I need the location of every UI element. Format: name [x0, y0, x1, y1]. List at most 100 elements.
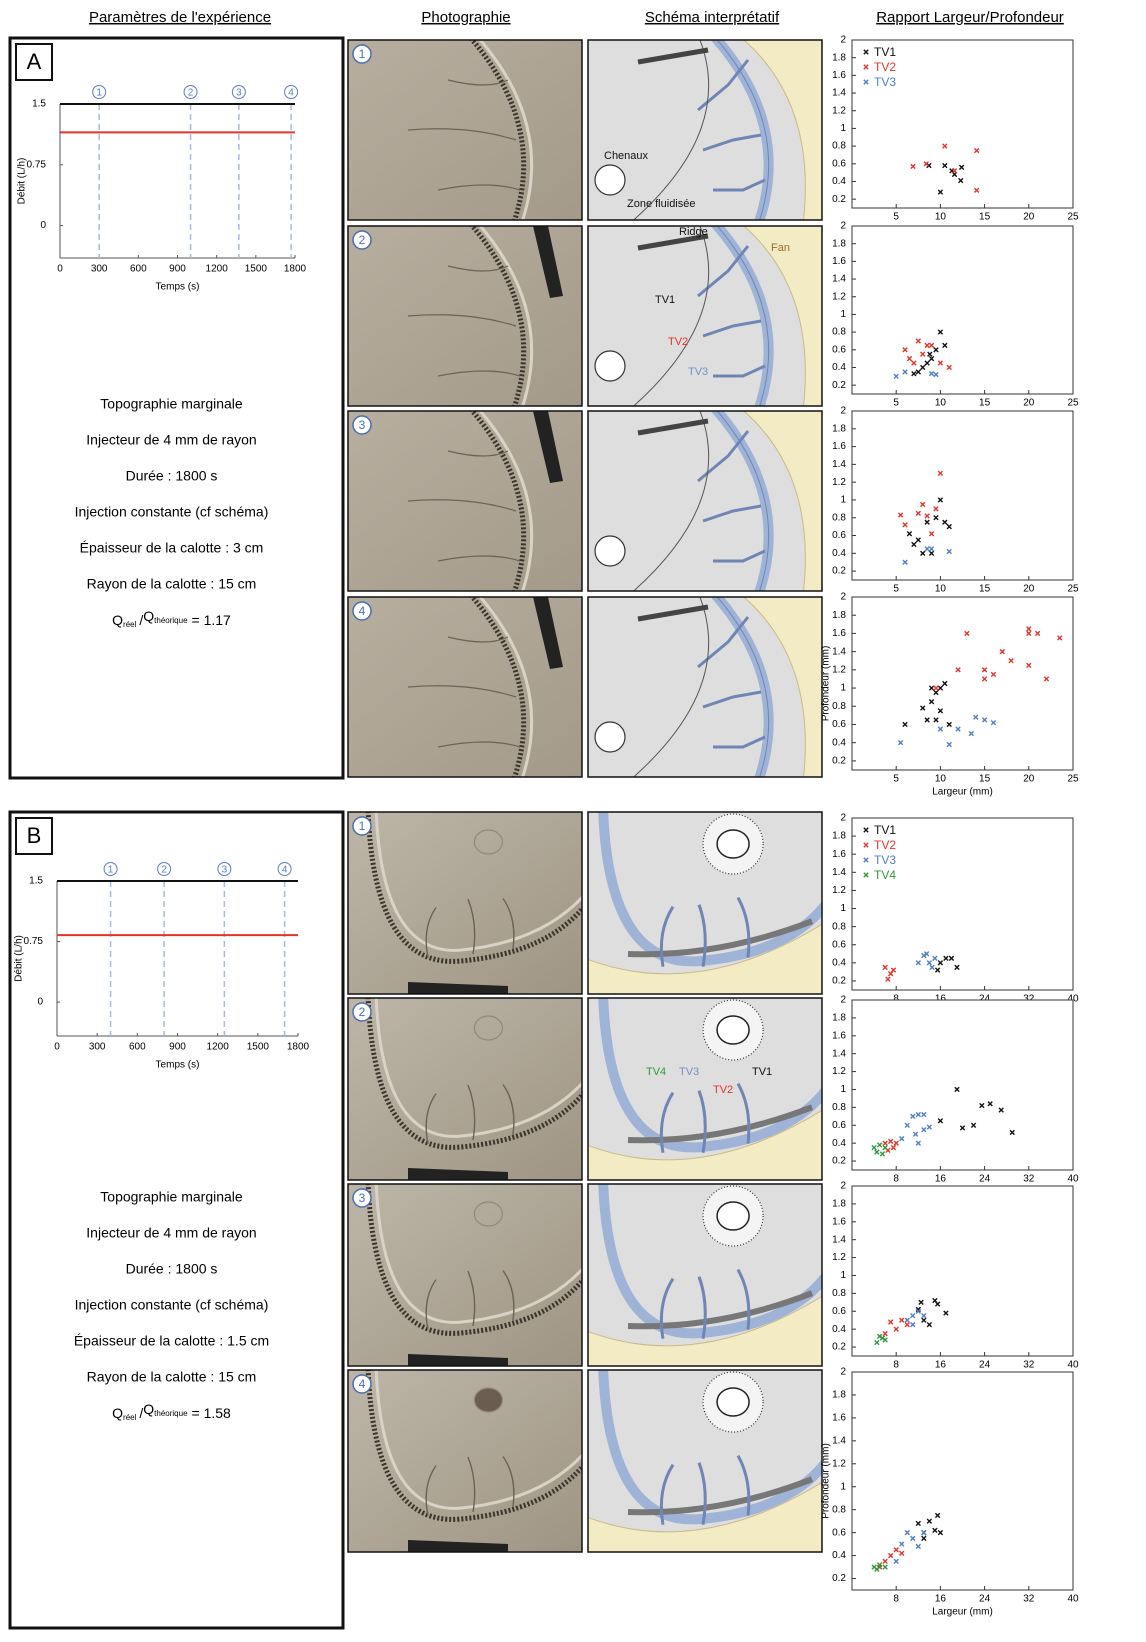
legend-label: TV3: [874, 853, 896, 867]
scatter-point: [934, 1301, 941, 1307]
cell-frame: [587, 225, 823, 407]
column-header: Photographie: [421, 9, 510, 26]
scatter-point: [924, 546, 930, 552]
scatter-point: [904, 1321, 910, 1328]
y-tick-label: 1.8: [832, 238, 846, 249]
y-tick-label: 1.8: [832, 831, 846, 842]
scatter-point: [923, 161, 929, 167]
x-tick-label: 0: [57, 264, 63, 275]
annotation: TV2: [713, 1084, 733, 1096]
parameter: Topographie marginale: [100, 396, 243, 412]
ridge: [365, 1370, 582, 1522]
photo: [348, 226, 582, 406]
annotation: Ridge: [679, 226, 708, 238]
marker-circle: [103, 862, 118, 876]
scatter-point: [910, 1535, 916, 1542]
marker-circle: [284, 85, 299, 99]
schema: [588, 411, 822, 591]
panel-label-box: [15, 43, 53, 81]
schema: [588, 812, 822, 994]
scatter-point: [970, 1122, 977, 1128]
injector: [473, 1015, 503, 1041]
marker-label: 4: [282, 865, 288, 876]
x-tick-label: 8: [893, 1360, 899, 1371]
x-tick-label: 5: [893, 584, 899, 595]
scatter-point: [924, 342, 930, 349]
ridge-dark: [627, 1476, 814, 1516]
y-tick-label: 1.8: [832, 1199, 846, 1210]
cell-frame: [587, 1183, 823, 1367]
scatter-point: [1057, 635, 1063, 641]
scatter-point: [899, 1541, 905, 1547]
y-tick-label: 0.2: [832, 194, 846, 205]
ratio-part: théorique: [154, 616, 188, 625]
fan: [742, 226, 822, 406]
scatter-point: [874, 1149, 880, 1155]
scatter-point: [937, 329, 944, 335]
y-tick-label: 1.2: [832, 664, 846, 675]
y-axis-label: Profondeur (mm): [821, 1443, 832, 1519]
scatter-point: [887, 1552, 894, 1559]
rim: [632, 226, 710, 406]
fan: [588, 1295, 822, 1366]
channel: [425, 1456, 515, 1516]
plot-frame: [851, 596, 1074, 771]
scatter-point: [1026, 626, 1032, 632]
ridge: [365, 998, 582, 1150]
row-number: 2: [359, 233, 366, 247]
ratio-part: Q: [112, 1405, 123, 1421]
scatter-point: [915, 369, 921, 375]
tool: [408, 1354, 508, 1366]
x-tick-label: 10: [935, 398, 947, 409]
y-tick-label: 0.6: [832, 939, 846, 950]
scatter-point: [926, 960, 933, 966]
photo: [348, 597, 582, 777]
y-tick-label: 0.75: [24, 936, 44, 947]
x-tick-label: 0: [54, 1042, 60, 1053]
y-tick-label: 0.8: [832, 1504, 846, 1515]
marker-circle: [217, 862, 232, 876]
scatter-point: [973, 147, 980, 154]
scatter-point: [926, 1124, 933, 1130]
injector: [716, 1201, 750, 1231]
y-tick-label: 1.5: [32, 99, 46, 110]
scatter-point: [943, 1310, 949, 1316]
x-tick-label: 5: [893, 774, 899, 785]
tool: [408, 1168, 508, 1180]
scatter-point: [920, 364, 926, 371]
channel: [407, 636, 521, 748]
parameter: Injecteur de 4 mm de rayon: [86, 432, 256, 448]
cell-frame: [347, 997, 583, 1181]
ridge: [365, 1184, 582, 1336]
scatter-point: [933, 506, 939, 512]
ridge-light: [374, 1184, 582, 1324]
scatter-point: [915, 338, 921, 344]
y-tick-label: 0.6: [832, 530, 846, 541]
scatter-point: [964, 630, 970, 637]
plot-frame: [851, 1185, 1074, 1357]
cell-frame: [347, 1183, 583, 1367]
scatter-point: [915, 1111, 921, 1118]
x-tick-label: 24: [979, 1360, 991, 1371]
y-tick-label: 1: [840, 495, 846, 506]
scatter-point: [893, 373, 899, 380]
photo: [348, 411, 582, 591]
y-tick-label: 1.4: [832, 1048, 846, 1059]
x-tick-label: 20: [1023, 398, 1035, 409]
y-tick-label: 2: [840, 592, 846, 603]
cell-frame: [347, 410, 583, 592]
scatter-point: [932, 1527, 938, 1534]
y-tick-label: 1.4: [832, 646, 846, 657]
y-tick-label: 1.4: [832, 1234, 846, 1245]
y-tick-label: 0.8: [832, 701, 846, 712]
x-tick-label: 32: [1023, 1174, 1035, 1185]
ridge-light: [478, 40, 534, 220]
x-tick-label: 24: [979, 994, 991, 1005]
scatter-point: [1009, 1129, 1015, 1136]
y-tick-label: 0.6: [832, 344, 846, 355]
ridge-light: [374, 1370, 582, 1510]
panel-label: B: [27, 823, 42, 848]
parameter-box: [8, 810, 345, 1630]
parameter-box: [8, 36, 345, 780]
